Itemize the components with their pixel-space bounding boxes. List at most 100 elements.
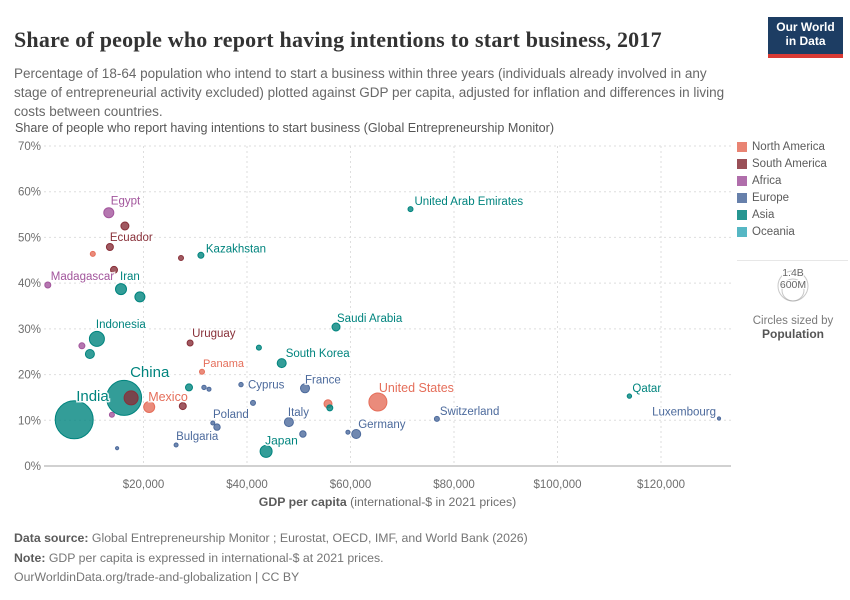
y-tick-label: 10%	[18, 415, 41, 427]
data-point-kazakhstan[interactable]	[197, 251, 205, 259]
data-point-label-indonesia[interactable]: Indonesia	[94, 317, 147, 332]
data-point-label-qatar[interactable]: Qatar	[631, 382, 663, 397]
data-point-south-korea[interactable]	[276, 358, 287, 369]
data-point-label-france[interactable]: France	[304, 373, 343, 388]
data-point-mexico[interactable]	[143, 401, 156, 413]
x-tick-label: $120,000	[637, 479, 685, 491]
data-point-india[interactable]	[54, 400, 94, 440]
data-point-label-united-arab-emirates[interactable]: United Arab Emirates	[413, 195, 525, 210]
data-point-label-china[interactable]: China	[129, 362, 172, 382]
data-point[interactable]	[123, 390, 139, 406]
data-point[interactable]	[255, 344, 262, 351]
data-point-label-ecuador[interactable]: Ecuador	[108, 231, 154, 246]
data-point-label-poland[interactable]: Poland	[212, 408, 251, 423]
page-title: Share of people who report having intent…	[14, 26, 662, 52]
x-tick-label: $60,000	[330, 479, 372, 491]
cc-by-license-link[interactable]: CC BY	[261, 570, 300, 584]
legend-swatch	[737, 210, 747, 220]
y-tick-label: 30%	[18, 324, 41, 336]
data-point-label-kazakhstan[interactable]: Kazakhstan	[204, 242, 267, 257]
data-point[interactable]	[84, 349, 95, 359]
data-point-cyprus[interactable]	[238, 381, 244, 388]
footer-citation-line: OurWorldinData.org/trade-and-globalizati…	[14, 568, 774, 588]
legend-item-north-america[interactable]: North America	[737, 141, 849, 153]
data-point-label-egypt[interactable]: Egypt	[109, 194, 142, 209]
data-point-qatar[interactable]	[626, 393, 633, 399]
data-point-switzerland[interactable]	[433, 415, 440, 422]
size-legend-inner-circle	[781, 278, 805, 302]
owid-logo[interactable]: Our World in Data	[768, 17, 843, 58]
size-legend-outer-label: 1.4B	[782, 267, 804, 279]
data-point[interactable]	[185, 383, 193, 392]
data-point-poland[interactable]	[213, 423, 221, 431]
x-axis-title: GDP per capita (international-$ in 2021 …	[259, 495, 516, 509]
data-point-label-madagascar[interactable]: Madagascar	[49, 270, 115, 285]
data-point-label-south-korea[interactable]: South Korea	[284, 347, 352, 362]
data-point-label-iran[interactable]: Iran	[119, 270, 142, 285]
footer-separator: |	[251, 570, 262, 584]
data-point-label-luxembourg[interactable]: Luxembourg	[651, 405, 718, 420]
data-point-iran[interactable]	[115, 283, 127, 296]
owid-url-link[interactable]: OurWorldinData.org/trade-and-globalizati…	[14, 570, 252, 584]
legend-label: Africa	[752, 175, 782, 187]
data-point-label-switzerland[interactable]: Switzerland	[438, 404, 500, 419]
data-point[interactable]	[89, 250, 96, 257]
owid-logo-red-bar	[768, 54, 843, 58]
data-point-saudi-arabia[interactable]	[331, 322, 341, 332]
legend-swatch	[737, 227, 747, 237]
data-point[interactable]	[178, 402, 187, 411]
data-point[interactable]	[206, 386, 212, 392]
data-point-label-germany[interactable]: Germany	[357, 418, 408, 433]
data-point[interactable]	[299, 430, 307, 438]
data-point[interactable]	[134, 291, 146, 303]
data-point-panama[interactable]	[199, 368, 205, 375]
data-point-ecuador[interactable]	[105, 243, 114, 251]
data-point-label-united-states[interactable]: United States	[377, 380, 455, 397]
data-point[interactable]	[108, 411, 115, 418]
data-point[interactable]	[178, 255, 184, 261]
data-point[interactable]	[326, 404, 334, 412]
data-point[interactable]	[210, 420, 216, 426]
data-point[interactable]	[120, 221, 130, 231]
data-point-uruguay[interactable]	[186, 339, 194, 347]
data-point-united-arab-emirates[interactable]	[407, 206, 414, 213]
data-point-label-japan[interactable]: Japan	[264, 432, 300, 449]
legend-swatch	[737, 159, 747, 169]
data-point-label-italy[interactable]: Italy	[286, 406, 310, 421]
legend-label: South America	[752, 158, 827, 170]
data-point-italy[interactable]	[283, 417, 294, 428]
data-point-label-saudi-arabia[interactable]: Saudi Arabia	[336, 312, 405, 327]
data-point-label-india[interactable]: India	[75, 386, 111, 406]
data-point[interactable]	[201, 384, 207, 391]
legend-item-europe[interactable]: Europe	[737, 192, 849, 204]
data-point-japan[interactable]	[259, 444, 273, 458]
data-point-label-mexico[interactable]: Mexico	[147, 389, 190, 406]
data-point[interactable]	[345, 429, 351, 435]
data-point[interactable]	[115, 446, 120, 451]
legend-swatch	[737, 176, 747, 186]
data-point-bulgaria[interactable]	[173, 442, 179, 448]
note-text: GDP per capita is expressed in internati…	[45, 550, 384, 565]
data-point[interactable]	[78, 342, 86, 350]
legend-item-south-america[interactable]: South America	[737, 158, 849, 170]
data-point-egypt[interactable]	[103, 207, 115, 219]
data-point[interactable]	[250, 399, 256, 406]
legend-item-africa[interactable]: Africa	[737, 175, 849, 187]
data-point-madagascar[interactable]	[44, 281, 52, 289]
data-point-indonesia[interactable]	[88, 330, 105, 347]
legend-divider	[737, 260, 848, 261]
legend-item-asia[interactable]: Asia	[737, 209, 849, 221]
data-point-germany[interactable]	[351, 429, 362, 439]
chart-footer: Data source: Global Entrepreneurship Mon…	[14, 529, 774, 588]
data-point-label-panama[interactable]: Panama	[202, 356, 247, 371]
data-point-label-bulgaria[interactable]: Bulgaria	[175, 430, 221, 445]
data-point-label-cyprus[interactable]: Cyprus	[247, 378, 287, 393]
data-point-united-states[interactable]	[368, 392, 388, 412]
owid-logo-line2: in Data	[785, 34, 826, 48]
data-point-luxembourg[interactable]	[716, 416, 722, 421]
data-point-france[interactable]	[300, 383, 310, 394]
data-point-label-uruguay[interactable]: Uruguay	[191, 327, 238, 342]
legend-item-oceania[interactable]: Oceania	[737, 226, 849, 238]
data-point[interactable]	[110, 265, 118, 274]
